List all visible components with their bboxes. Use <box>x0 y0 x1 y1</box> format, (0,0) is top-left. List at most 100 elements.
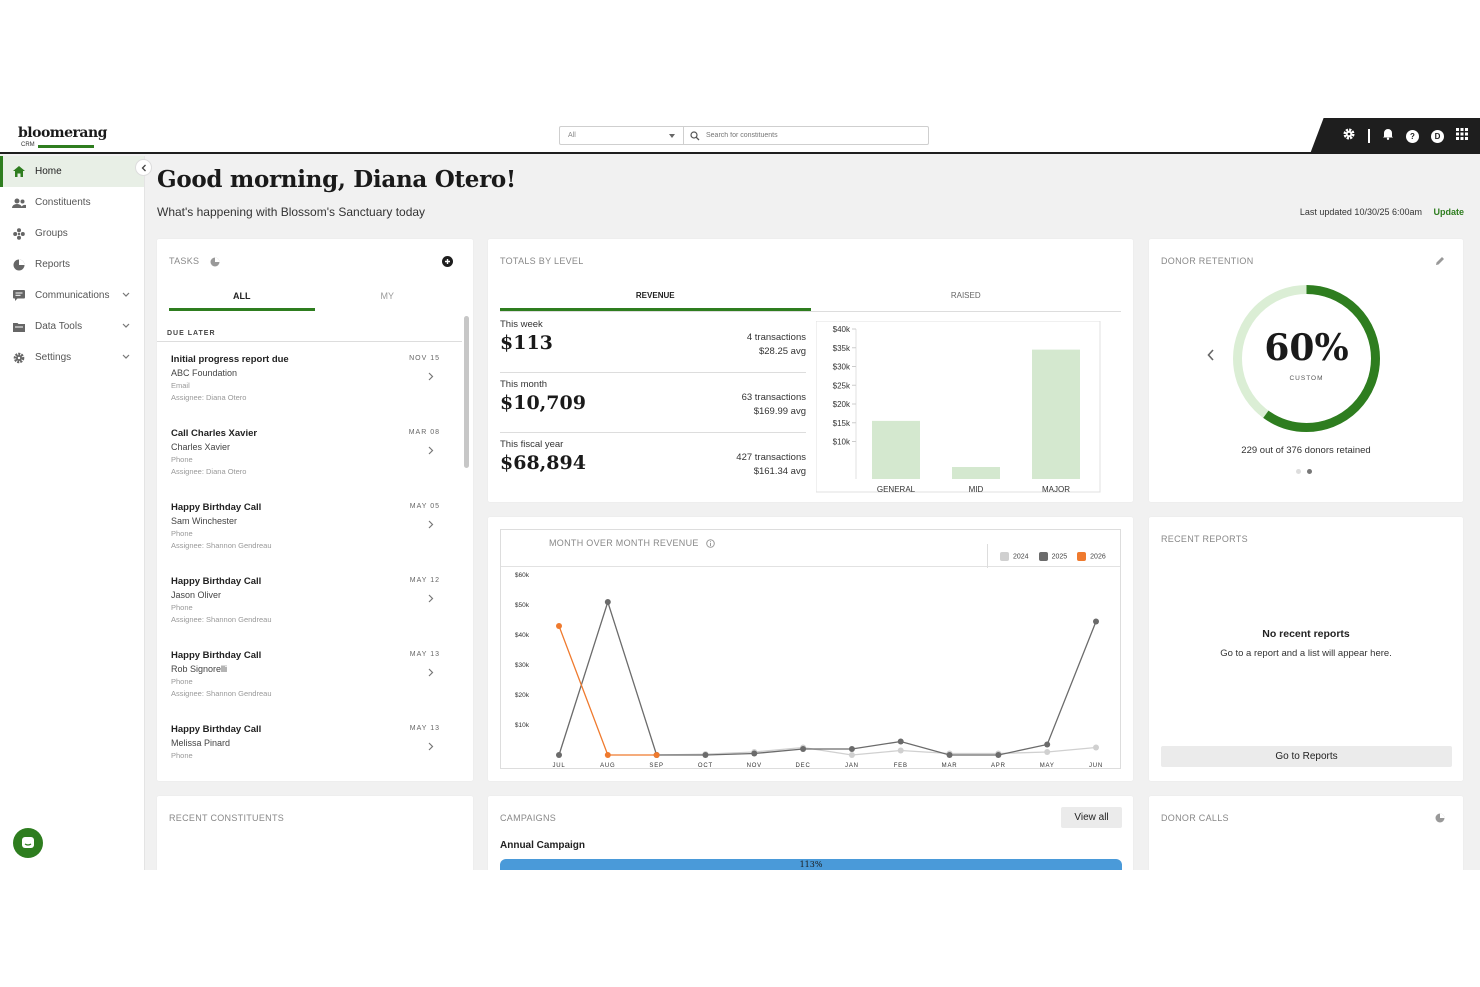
chevron-left-icon <box>141 164 146 171</box>
pie-chart-icon[interactable] <box>210 257 220 267</box>
chevron-right-icon <box>428 668 434 677</box>
data-point-2025 <box>800 746 807 752</box>
tab-all[interactable]: ALL <box>169 287 315 311</box>
mom-chart-frame: MONTH OVER MONTH REVENUE 2024 2025 2026 $1… <box>500 529 1121 769</box>
sidebar-collapse-button[interactable] <box>135 159 152 176</box>
apps-grid-icon[interactable] <box>1456 127 1468 145</box>
task-item[interactable]: Happy Birthday Call Melissa Pinard Phone… <box>157 712 462 781</box>
tab-raised[interactable]: RAISED <box>950 291 981 300</box>
x-tick-label: DEC <box>796 763 811 769</box>
task-item[interactable]: Initial progress report due ABC Foundati… <box>157 342 462 416</box>
task-item[interactable]: Happy Birthday Call Sam Winchester Phone… <box>157 490 462 564</box>
x-tick-label: FEB <box>894 763 908 769</box>
task-item[interactable]: Happy Birthday Call Jason Oliver Phone A… <box>157 564 462 638</box>
chevron-right-icon <box>428 594 434 603</box>
recent-constituents-card: RECENT CONSTITUENTS <box>157 796 473 870</box>
tab-revenue[interactable]: REVENUE <box>500 287 811 311</box>
add-task-icon[interactable] <box>442 256 453 267</box>
data-point-2025 <box>946 752 953 758</box>
legend-item-2026[interactable]: 2026 <box>1077 551 1106 561</box>
campaigns-card: CAMPAIGNS View all Annual Campaign 113% <box>488 796 1133 870</box>
search-input[interactable] <box>706 127 928 144</box>
x-tick-label: MAJOR <box>1042 485 1070 493</box>
carousel-dots <box>1296 469 1312 474</box>
sidebar-item-communications[interactable]: Communications <box>0 280 144 311</box>
update-link[interactable]: Update <box>1433 207 1464 217</box>
bar-major <box>1032 349 1080 479</box>
chat-launcher-button[interactable] <box>13 828 43 858</box>
page-subtitle: What's happening with Blossom's Sanctuar… <box>157 205 426 219</box>
carousel-dot-active[interactable] <box>1307 469 1312 474</box>
task-title: Happy Birthday Call <box>171 502 262 513</box>
task-constituent: ABC Foundation <box>171 368 238 378</box>
logo[interactable]: bloomerang CRM <box>18 124 107 148</box>
view-all-button[interactable]: View all <box>1061 807 1122 828</box>
sidebar-item-home[interactable]: Home <box>0 156 144 187</box>
ring-progress <box>1233 285 1380 432</box>
legend-label: 2026 <box>1090 552 1106 560</box>
empty-state-title: No recent reports <box>1262 628 1350 640</box>
chevron-right-icon <box>428 742 434 751</box>
legend-item-2024[interactable]: 2024 <box>1000 551 1029 561</box>
y-tick-label: $20k <box>833 400 851 409</box>
recent-constituents-title: RECENT CONSTITUENTS <box>169 813 285 823</box>
x-tick-label: MAR <box>942 763 958 769</box>
task-date: MAY 05 <box>409 503 440 510</box>
legend-swatch <box>1077 551 1087 561</box>
chevron-right-icon <box>428 446 434 455</box>
logo-sub: CRM <box>21 142 35 148</box>
task-date: MAY 12 <box>409 577 440 584</box>
message-icon <box>12 290 26 302</box>
x-tick-label: OCT <box>698 763 713 769</box>
group-header: DUE LATER <box>167 330 216 337</box>
series-line-2024 <box>656 746 1097 756</box>
data-point-2025 <box>848 746 855 752</box>
chevron-down-icon <box>122 321 130 332</box>
data-point-2024 <box>1093 744 1099 751</box>
x-tick-label: JUL <box>552 763 565 769</box>
bell-icon[interactable] <box>1382 127 1394 145</box>
data-point-2024 <box>1044 749 1051 755</box>
tab-my[interactable]: MY <box>380 291 395 301</box>
gear-icon <box>12 352 26 364</box>
gear-icon[interactable] <box>1342 127 1356 146</box>
legend-label: 2025 <box>1051 552 1068 560</box>
sidebar-item-reports[interactable]: Reports <box>0 249 144 280</box>
edit-pencil-icon[interactable] <box>1435 256 1445 266</box>
sidebar-item-settings[interactable]: Settings <box>0 342 144 373</box>
sidebar-item-data-tools[interactable]: Data Tools <box>0 311 144 342</box>
sidebar-item-label: Constituents <box>35 197 91 208</box>
search-scope-select[interactable]: All <box>560 127 684 144</box>
chevron-left-icon[interactable] <box>1207 349 1215 361</box>
data-point-2026 <box>653 752 660 758</box>
task-item[interactable]: Call Charles Xavier Charles Xavier Phone… <box>157 416 462 490</box>
data-point-2025 <box>556 752 562 758</box>
task-method: Email <box>171 381 190 390</box>
task-item[interactable]: Happy Birthday Call Rob Signorelli Phone… <box>157 638 462 712</box>
period-label: This fiscal year <box>500 439 564 450</box>
caret-down-icon <box>669 134 675 138</box>
pie-chart-icon[interactable] <box>1435 813 1445 823</box>
y-tick-label: $20k <box>515 692 530 699</box>
top-right-toolbar: ? D <box>1310 118 1480 154</box>
tasks-scrollbar[interactable] <box>464 316 469 468</box>
task-assignee: Assignee: Diana Otero <box>171 467 247 476</box>
user-avatar[interactable]: D <box>1431 129 1444 143</box>
campaign-name: Annual Campaign <box>500 840 586 851</box>
period-month: This month $10,709 63 transactions $169.9… <box>500 373 806 433</box>
sidebar-item-label: Data Tools <box>35 321 83 332</box>
period-label: This week <box>500 319 543 330</box>
mom-title: MONTH OVER MONTH REVENUE <box>549 538 715 548</box>
y-tick-label: $40k <box>833 325 851 334</box>
task-assignee: Assignee: Shannon Gendreau <box>171 615 272 624</box>
carousel-dot[interactable] <box>1296 469 1301 474</box>
x-tick-label: NOV <box>747 763 762 769</box>
legend-item-2025[interactable]: 2025 <box>1038 551 1068 561</box>
sidebar-item-groups[interactable]: Groups <box>0 218 144 249</box>
info-icon[interactable] <box>705 539 715 548</box>
recent-reports-card: RECENT REPORTS No recent reports Go to a… <box>1149 517 1463 781</box>
data-point-2025 <box>751 750 758 757</box>
help-icon[interactable]: ? <box>1406 129 1419 143</box>
sidebar-item-constituents[interactable]: Constituents <box>0 187 144 218</box>
go-to-reports-button[interactable]: Go to Reports <box>1161 746 1452 767</box>
